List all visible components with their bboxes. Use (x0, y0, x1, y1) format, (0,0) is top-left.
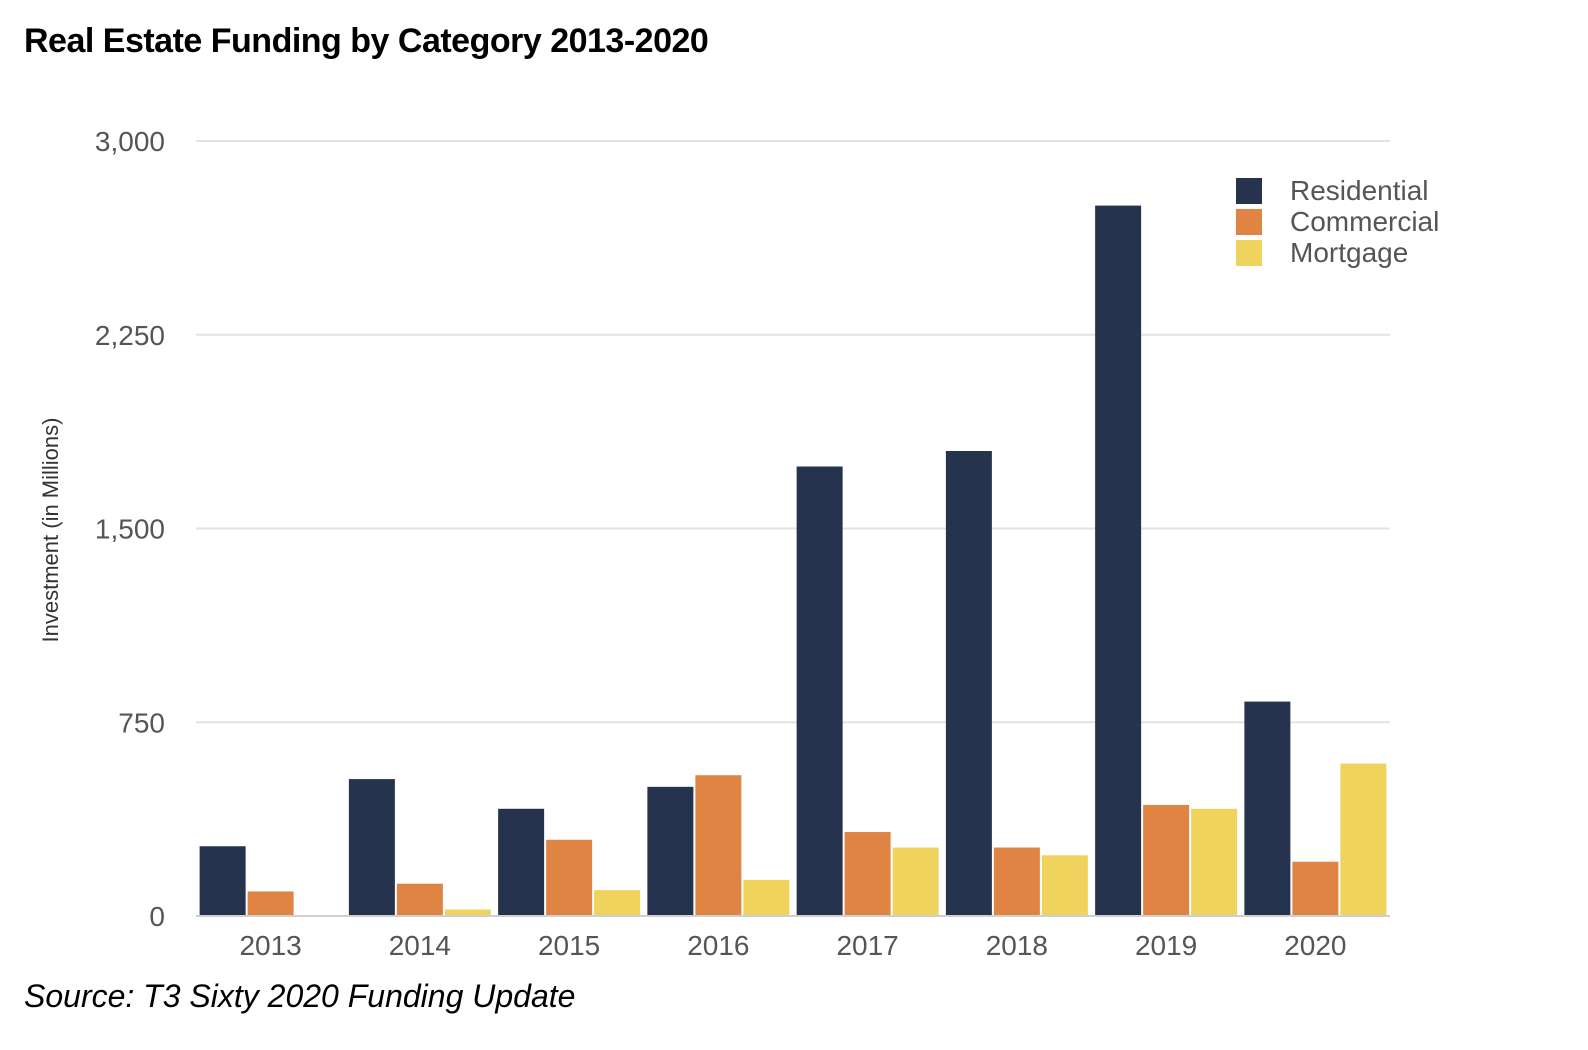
bar-mortgage-2020 (1340, 763, 1387, 916)
bar-commercial-2015 (546, 839, 593, 916)
bar-residential-2020 (1244, 701, 1291, 916)
bar-commercial-2017 (844, 832, 891, 916)
y-tick-labels: 0 750 1,500 2,250 3,000 (95, 126, 165, 932)
bar-commercial-2013 (247, 891, 294, 916)
bar-residential-2019 (1095, 205, 1142, 917)
bar-residential-2014 (348, 779, 395, 916)
y-axis-title: Investment (in Millions) (38, 418, 63, 643)
y-tick-label: 2,250 (95, 320, 165, 351)
bar-mortgage-2014 (444, 909, 491, 916)
legend-label-residential: Residential (1290, 175, 1429, 206)
bar-commercial-2016 (695, 775, 742, 916)
legend-swatch-commercial (1236, 209, 1262, 235)
bar-mortgage-2016 (743, 879, 790, 916)
bar-commercial-2018 (993, 847, 1040, 916)
y-tick-label: 0 (149, 901, 165, 932)
x-tick-label: 2016 (687, 930, 749, 961)
x-tick-label: 2014 (389, 930, 451, 961)
bar-commercial-2020 (1292, 861, 1339, 916)
legend-swatch-residential (1236, 178, 1262, 204)
x-tick-label: 2020 (1284, 930, 1346, 961)
legend-swatch-mortgage (1236, 240, 1262, 266)
bar-mortgage-2018 (1041, 855, 1088, 916)
bar-mortgage-2019 (1191, 808, 1238, 916)
source-note: Source: T3 Sixty 2020 Funding Update (24, 978, 576, 1014)
bar-commercial-2019 (1143, 804, 1190, 916)
bar-residential-2015 (498, 808, 545, 916)
chart-title: Real Estate Funding by Category 2013-202… (24, 22, 709, 60)
x-tick-labels: 2013 2014 2015 2016 2017 2018 2019 2020 (239, 930, 1346, 961)
bar-residential-2017 (796, 466, 843, 916)
bar-residential-2013 (199, 846, 246, 916)
bar-mortgage-2017 (892, 847, 939, 916)
bar-residential-2018 (945, 451, 992, 916)
x-tick-label: 2015 (538, 930, 600, 961)
x-tick-label: 2018 (986, 930, 1048, 961)
bar-residential-2016 (647, 786, 694, 916)
bar-mortgage-2015 (594, 890, 641, 916)
gridlines (196, 140, 1390, 724)
bar-commercial-2014 (396, 883, 443, 916)
y-tick-label: 3,000 (95, 126, 165, 157)
legend-label-commercial: Commercial (1290, 206, 1439, 237)
x-tick-label: 2017 (836, 930, 898, 961)
y-tick-label: 750 (118, 707, 165, 738)
legend-label-mortgage: Mortgage (1290, 237, 1408, 268)
bars (199, 205, 1387, 917)
bar-chart: 0 750 1,500 2,250 3,000 Investment (in Milli… (38, 126, 1439, 961)
y-tick-label: 1,500 (95, 514, 165, 545)
x-tick-label: 2019 (1135, 930, 1197, 961)
x-tick-label: 2013 (239, 930, 301, 961)
